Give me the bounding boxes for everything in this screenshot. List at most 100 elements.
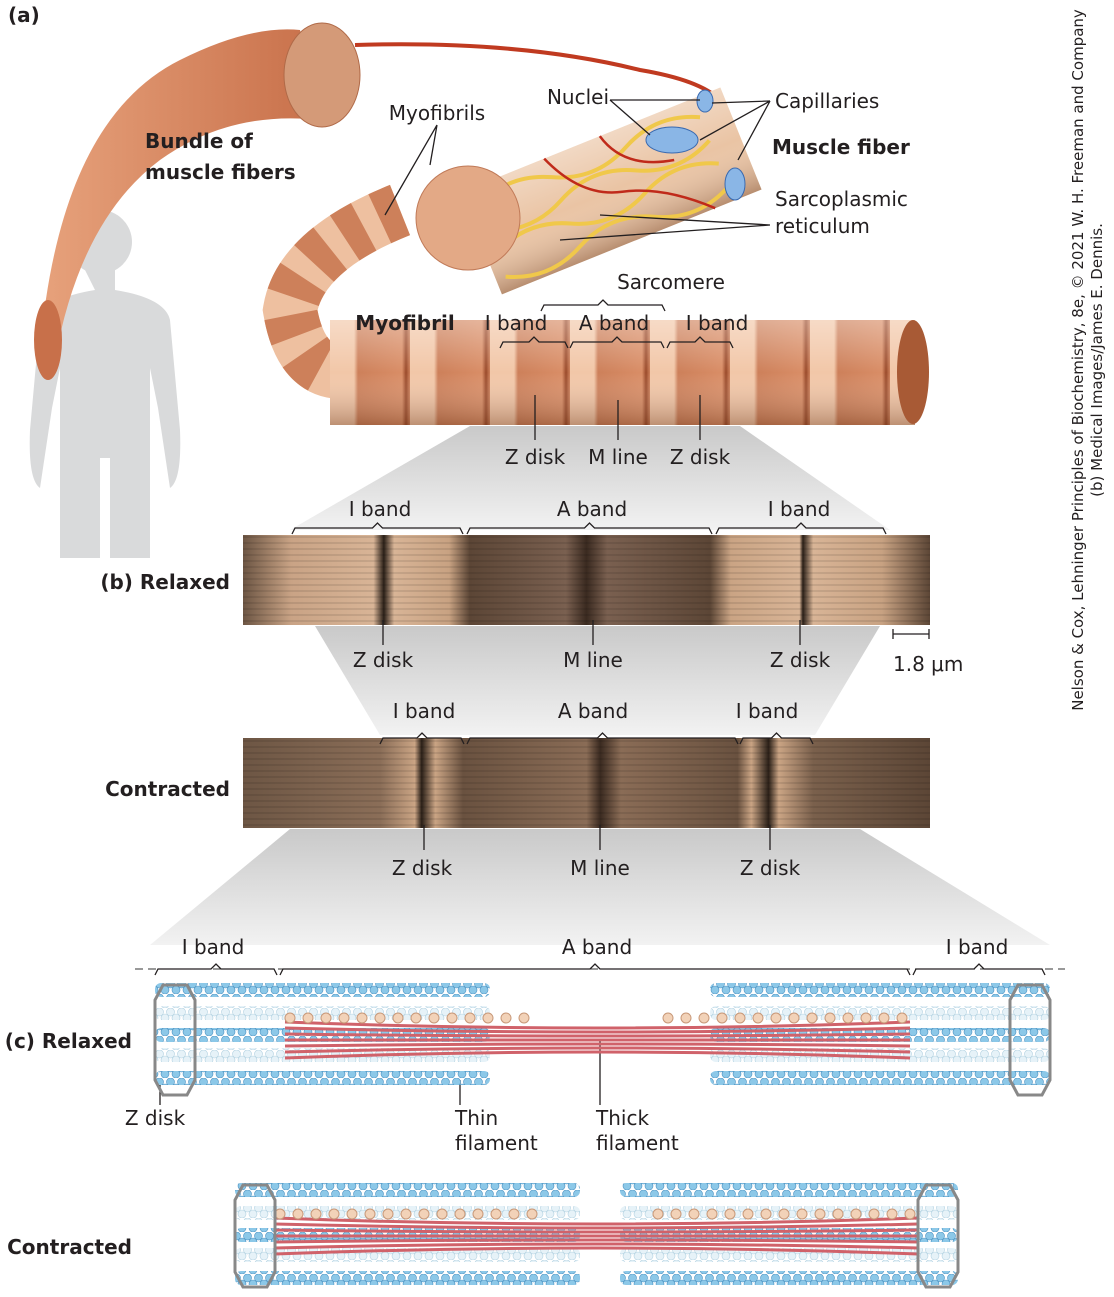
thick-filament <box>274 1246 919 1256</box>
thin-filament <box>710 1048 1050 1062</box>
micrograph-texture <box>243 738 930 828</box>
scale-bar <box>892 629 930 639</box>
myosin-head <box>526 1208 538 1220</box>
fiber-end <box>415 165 521 271</box>
myosin-head <box>796 1208 808 1220</box>
myosin-head <box>760 1208 772 1220</box>
thin-filament <box>155 1071 490 1085</box>
myosin-head <box>670 1208 682 1220</box>
label: Myofibril <box>355 311 454 335</box>
myosin-head <box>284 1012 296 1024</box>
bracket <box>379 732 465 745</box>
myosin-head <box>860 1012 872 1024</box>
myosin-head <box>356 1012 368 1024</box>
myosin-head <box>706 1208 718 1220</box>
arm-muscle <box>34 300 62 380</box>
myosin-head <box>482 1012 494 1024</box>
label: A band <box>579 311 649 335</box>
bracket <box>291 522 464 535</box>
filaments <box>153 983 1052 1289</box>
credit-line: (b) Medical Images/James E. Dennis. <box>1088 223 1106 497</box>
tube-shade <box>330 320 915 425</box>
credit-line: Nelson & Cox, Lehninger Principles of Bi… <box>1069 9 1087 711</box>
myosin-head <box>338 1012 350 1024</box>
myosin-head <box>832 1208 844 1220</box>
myosin-head <box>392 1012 404 1024</box>
myosin-head <box>886 1208 898 1220</box>
label: A band <box>558 699 628 723</box>
label: I band <box>736 699 799 723</box>
bracket <box>499 336 569 349</box>
myosin-head <box>382 1208 394 1220</box>
myosin-head <box>490 1208 502 1220</box>
thick-filament <box>274 1222 919 1230</box>
thin-filament <box>155 1006 490 1020</box>
myofibril-curve-stripes <box>262 184 411 399</box>
label: A band <box>562 935 632 959</box>
thick-filament <box>284 1032 911 1038</box>
label: A band <box>557 497 627 521</box>
myosin-head <box>904 1208 916 1220</box>
label: Thin <box>454 1106 498 1130</box>
myosin-head <box>850 1208 862 1220</box>
thin-filament <box>155 1048 490 1062</box>
myosin-head <box>346 1208 358 1220</box>
myosin-head <box>734 1012 746 1024</box>
label: Sarcomere <box>617 270 725 294</box>
thick-filament <box>274 1228 919 1234</box>
panel-label: (c) Relaxed <box>5 1029 132 1053</box>
credit: Nelson & Cox, Lehninger Principles of Bi… <box>1069 9 1106 711</box>
label: Muscle fiber <box>772 135 910 159</box>
label: I band <box>946 935 1009 959</box>
thick-filament <box>274 1242 919 1250</box>
scale-label: 1.8 μm <box>893 652 963 676</box>
myosin-head <box>400 1208 412 1220</box>
myosin-head <box>328 1208 340 1220</box>
label: Nuclei <box>547 85 609 109</box>
bracket <box>715 522 887 535</box>
myosin-head <box>436 1208 448 1220</box>
bracket <box>739 732 814 745</box>
myosin-head <box>454 1208 466 1220</box>
panel-label: (a) <box>8 3 40 27</box>
label: Myofibrils <box>389 101 485 125</box>
label: I band <box>182 935 245 959</box>
projection <box>290 426 890 530</box>
label: Bundle of <box>145 129 253 153</box>
myosin-head <box>770 1012 782 1024</box>
tube-end <box>897 320 929 424</box>
thin-filament <box>620 1271 958 1285</box>
myosin-head <box>878 1012 890 1024</box>
label: filament <box>596 1131 679 1155</box>
bracket <box>912 963 1046 976</box>
label: I band <box>768 497 831 521</box>
thick-filament <box>284 1046 911 1054</box>
bracket <box>569 336 665 349</box>
bracket <box>540 299 666 312</box>
myosin-head <box>302 1012 314 1024</box>
myosin-head <box>310 1208 322 1220</box>
myosin-head <box>418 1208 430 1220</box>
label: M line <box>588 445 648 469</box>
myosin-head <box>410 1012 422 1024</box>
label: I band <box>349 497 412 521</box>
myosin-head <box>518 1012 530 1024</box>
myosin-head <box>788 1012 800 1024</box>
z-disk <box>153 983 197 1097</box>
myosin-head <box>446 1012 458 1024</box>
projection <box>315 626 880 735</box>
thin-filament <box>155 983 490 997</box>
z-disk <box>1008 983 1052 1097</box>
label: Thick <box>595 1106 649 1130</box>
myosin-head <box>752 1012 764 1024</box>
nucleus <box>696 89 714 113</box>
fiber-strand <box>354 42 722 102</box>
panel-label: Contracted <box>7 1235 132 1259</box>
bracket <box>666 336 734 349</box>
myosin-head <box>508 1208 520 1220</box>
label: Z disk <box>740 856 801 880</box>
myosin-head <box>364 1208 376 1220</box>
